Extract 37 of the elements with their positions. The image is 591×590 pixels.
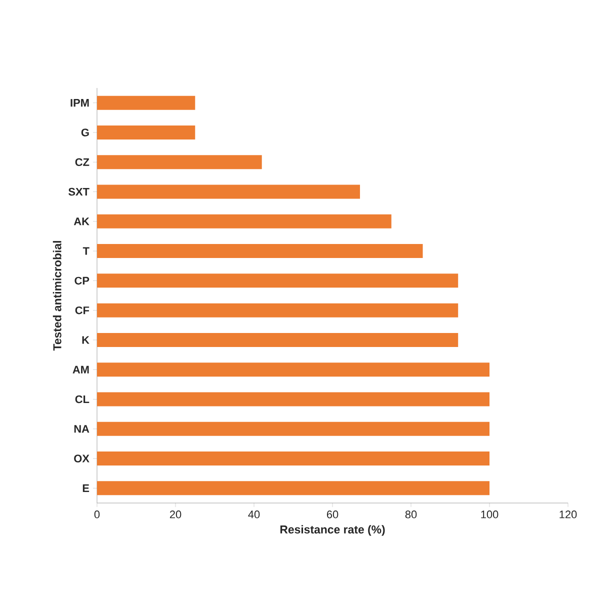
- y-axis-title: Tested antimicrobial: [52, 241, 62, 351]
- y-tick-label: IPM: [70, 99, 89, 107]
- bar: [97, 125, 196, 140]
- bar: [97, 214, 392, 228]
- bar: [97, 155, 262, 170]
- bar: [97, 422, 490, 436]
- bar: [97, 481, 490, 496]
- y-tick-label: CZ: [75, 158, 90, 166]
- bar: [97, 244, 423, 258]
- x-tick-label: 20: [170, 510, 182, 518]
- x-tick-label: 60: [326, 510, 338, 518]
- bar: [97, 274, 458, 288]
- y-tick-label: AM: [72, 366, 89, 374]
- y-tick-label: OX: [74, 454, 90, 462]
- x-tick-label: 40: [248, 510, 260, 518]
- y-tick-label: AK: [74, 218, 90, 226]
- bar: [97, 332, 458, 347]
- y-tick-label: E: [82, 484, 90, 492]
- y-tick-label: CF: [75, 306, 90, 314]
- y-tick-label: K: [82, 336, 90, 344]
- bar: [97, 184, 360, 199]
- bar: [97, 452, 490, 466]
- bar: [97, 392, 490, 406]
- x-axis-title: Resistance rate (%): [280, 525, 385, 536]
- bar: [97, 96, 196, 110]
- bar: [97, 362, 490, 377]
- y-tick-label: G: [81, 128, 89, 136]
- x-tick-label: 120: [560, 510, 577, 518]
- y-tick-label: NA: [74, 425, 90, 433]
- bar: [97, 303, 458, 318]
- x-tick-label: 0: [94, 510, 100, 518]
- x-tick-label: 80: [405, 510, 417, 518]
- y-tick-label: CP: [74, 276, 90, 285]
- x-tick-label: 100: [481, 510, 498, 518]
- y-tick-label: T: [82, 247, 90, 255]
- y-tick-label: SXT: [68, 188, 90, 196]
- y-tick-label: CL: [75, 395, 90, 404]
